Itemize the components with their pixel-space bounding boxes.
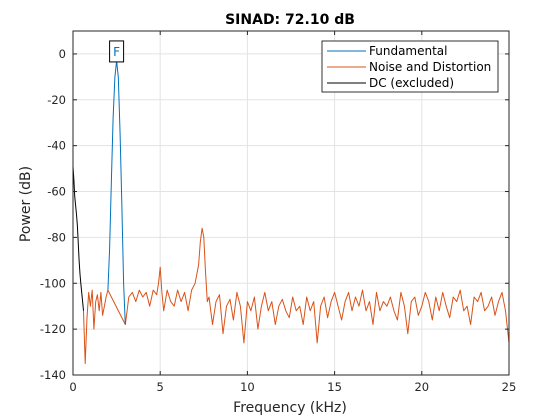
- axis-ticks: 0 5 10 15 20 25 0 -20 -40 -60 -80 -100 -120 -140: [40, 31, 516, 394]
- y-tick-label: -80: [47, 230, 66, 244]
- y-tick-label: 0: [59, 47, 66, 61]
- y-axis-label: Power (dB): [18, 166, 34, 242]
- fundamental-marker-label: F: [113, 45, 120, 59]
- fundamental-marker: F: [109, 40, 125, 63]
- legend-label-fundamental: Fundamental: [369, 44, 448, 58]
- x-tick-label: 5: [157, 380, 164, 394]
- x-tick-label: 0: [69, 380, 76, 394]
- y-tick-label: -120: [40, 322, 66, 336]
- y-tick-label: -60: [47, 185, 66, 199]
- chart-title: SINAD: 72.10 dB: [225, 12, 355, 28]
- y-tick-label: -140: [40, 368, 66, 382]
- legend-label-dc: DC (excluded): [369, 76, 454, 90]
- legend: Fundamental Noise and Distortion DC (exc…: [321, 40, 499, 93]
- fundamental-marker-box: [109, 40, 125, 63]
- y-tick-label: -20: [47, 93, 66, 107]
- x-tick-label: 25: [502, 380, 517, 394]
- y-tick-label: -100: [40, 276, 66, 290]
- noise-distortion-series-line: [83, 227, 510, 364]
- x-axis-label: Frequency (kHz): [233, 400, 347, 416]
- x-tick-label: 10: [240, 380, 255, 394]
- x-tick-label: 20: [414, 380, 429, 394]
- plot-frame: [72, 30, 510, 376]
- y-tick-label: -40: [47, 139, 66, 153]
- dc-excluded-series-line: [72, 166, 84, 311]
- x-tick-label: 15: [327, 380, 342, 394]
- legend-label-noise: Noise and Distortion: [369, 60, 491, 74]
